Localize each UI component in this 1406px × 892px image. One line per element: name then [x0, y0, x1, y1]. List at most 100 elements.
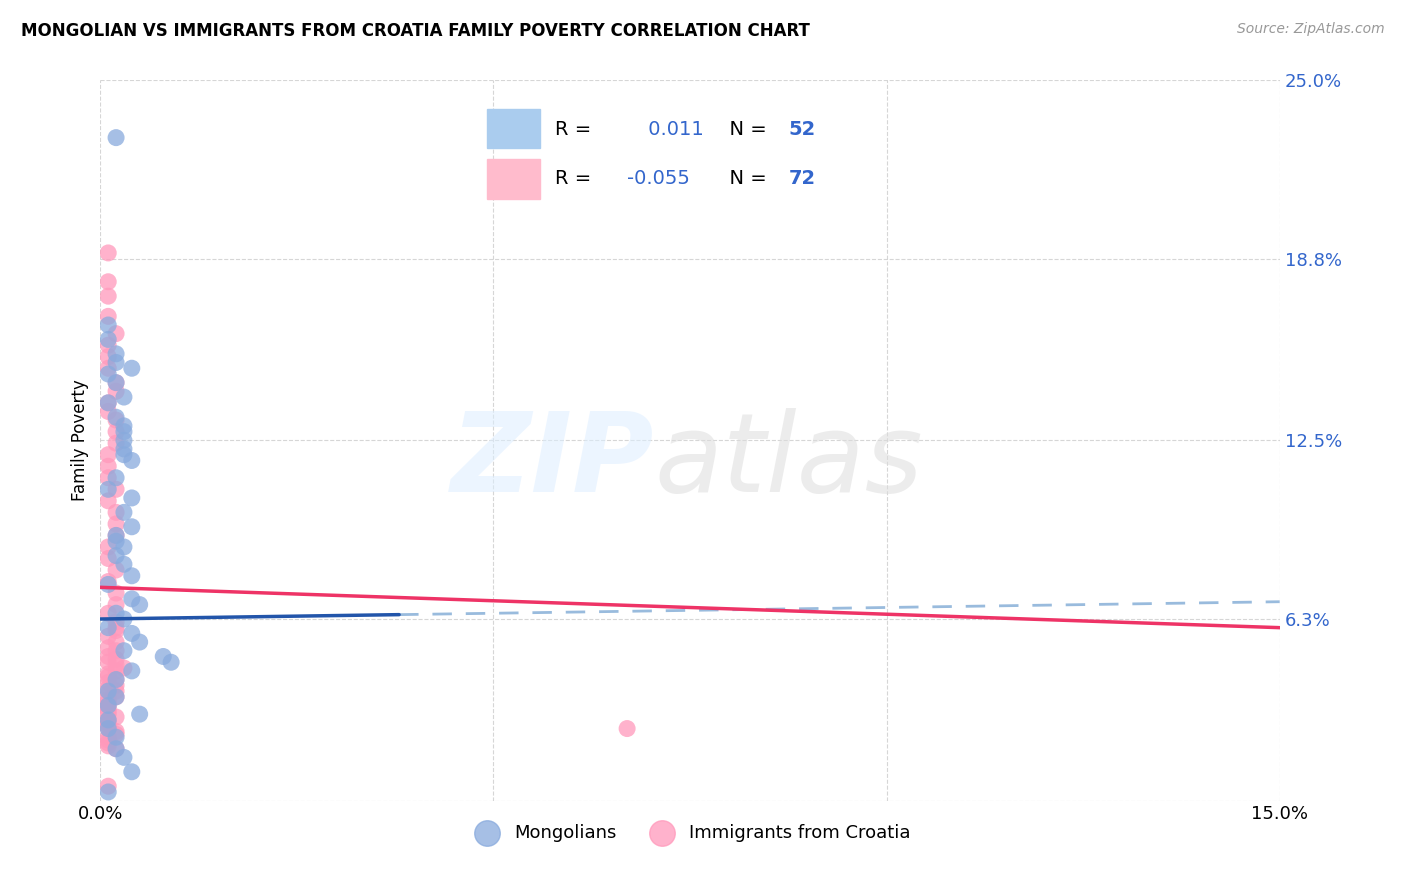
Point	[97, 684, 120, 698]
Point	[105, 516, 128, 531]
Point	[97, 715, 120, 730]
Point	[97, 367, 120, 381]
Point	[97, 707, 120, 722]
Point	[97, 713, 120, 727]
Point	[105, 355, 128, 369]
Point	[97, 739, 120, 753]
Point	[97, 396, 120, 410]
Point	[97, 719, 120, 733]
Point	[105, 635, 128, 649]
Point	[105, 130, 128, 145]
Point	[105, 534, 128, 549]
Point	[97, 722, 120, 736]
Point	[105, 673, 128, 687]
Point	[105, 413, 128, 427]
Point	[97, 649, 120, 664]
Point	[105, 376, 128, 390]
Point	[105, 425, 128, 439]
Point	[97, 785, 120, 799]
Point	[112, 750, 135, 764]
Point	[160, 655, 183, 669]
Point	[128, 635, 150, 649]
Point	[97, 333, 120, 347]
Point	[105, 678, 128, 692]
Point	[97, 713, 120, 727]
Point	[112, 540, 135, 554]
Point	[121, 591, 143, 606]
Point	[105, 471, 128, 485]
Point	[97, 551, 120, 566]
Point	[97, 483, 120, 497]
Point	[105, 724, 128, 739]
Point	[97, 681, 120, 696]
Point	[128, 598, 150, 612]
Y-axis label: Family Poverty: Family Poverty	[72, 379, 89, 501]
Point	[121, 361, 143, 376]
Point	[105, 621, 128, 635]
Point	[121, 626, 143, 640]
Point	[97, 404, 120, 418]
Point	[97, 736, 120, 750]
Text: ZIP: ZIP	[451, 409, 655, 516]
Point	[105, 483, 128, 497]
Point	[97, 629, 120, 643]
Point	[97, 640, 120, 655]
Point	[97, 730, 120, 744]
Point	[97, 448, 120, 462]
Point	[112, 390, 135, 404]
Point	[97, 698, 120, 713]
Point	[97, 361, 120, 376]
Text: Source: ZipAtlas.com: Source: ZipAtlas.com	[1237, 22, 1385, 37]
Point	[97, 704, 120, 718]
Point	[121, 520, 143, 534]
Point	[97, 540, 120, 554]
Point	[97, 607, 120, 621]
Point	[112, 612, 135, 626]
Point	[105, 690, 128, 704]
Point	[97, 696, 120, 710]
Point	[105, 528, 128, 542]
Point	[112, 448, 135, 462]
Point	[112, 644, 135, 658]
Point	[112, 425, 135, 439]
Point	[112, 505, 135, 519]
Point	[105, 673, 128, 687]
Point	[112, 558, 135, 572]
Point	[105, 563, 128, 577]
Point	[97, 722, 120, 736]
Point	[97, 666, 120, 681]
Point	[105, 644, 128, 658]
Point	[128, 707, 150, 722]
Point	[121, 764, 143, 779]
Point	[97, 577, 120, 591]
Point	[97, 574, 120, 589]
Point	[105, 376, 128, 390]
Point	[97, 692, 120, 706]
Point	[121, 491, 143, 505]
Point	[97, 701, 120, 715]
Point	[105, 347, 128, 361]
Legend: Mongolians, Immigrants from Croatia: Mongolians, Immigrants from Croatia	[463, 817, 918, 849]
Point	[105, 549, 128, 563]
Point	[97, 310, 120, 324]
Point	[105, 505, 128, 519]
Point	[105, 741, 128, 756]
Point	[121, 664, 143, 678]
Point	[616, 722, 638, 736]
Point	[112, 418, 135, 433]
Point	[97, 493, 120, 508]
Point	[105, 410, 128, 425]
Point	[105, 528, 128, 542]
Text: atlas: atlas	[655, 409, 924, 516]
Point	[105, 730, 128, 744]
Point	[112, 661, 135, 675]
Point	[97, 471, 120, 485]
Point	[105, 652, 128, 666]
Point	[97, 670, 120, 684]
Point	[97, 655, 120, 669]
Point	[121, 453, 143, 467]
Point	[105, 741, 128, 756]
Point	[105, 690, 128, 704]
Point	[105, 727, 128, 741]
Point	[105, 607, 128, 621]
